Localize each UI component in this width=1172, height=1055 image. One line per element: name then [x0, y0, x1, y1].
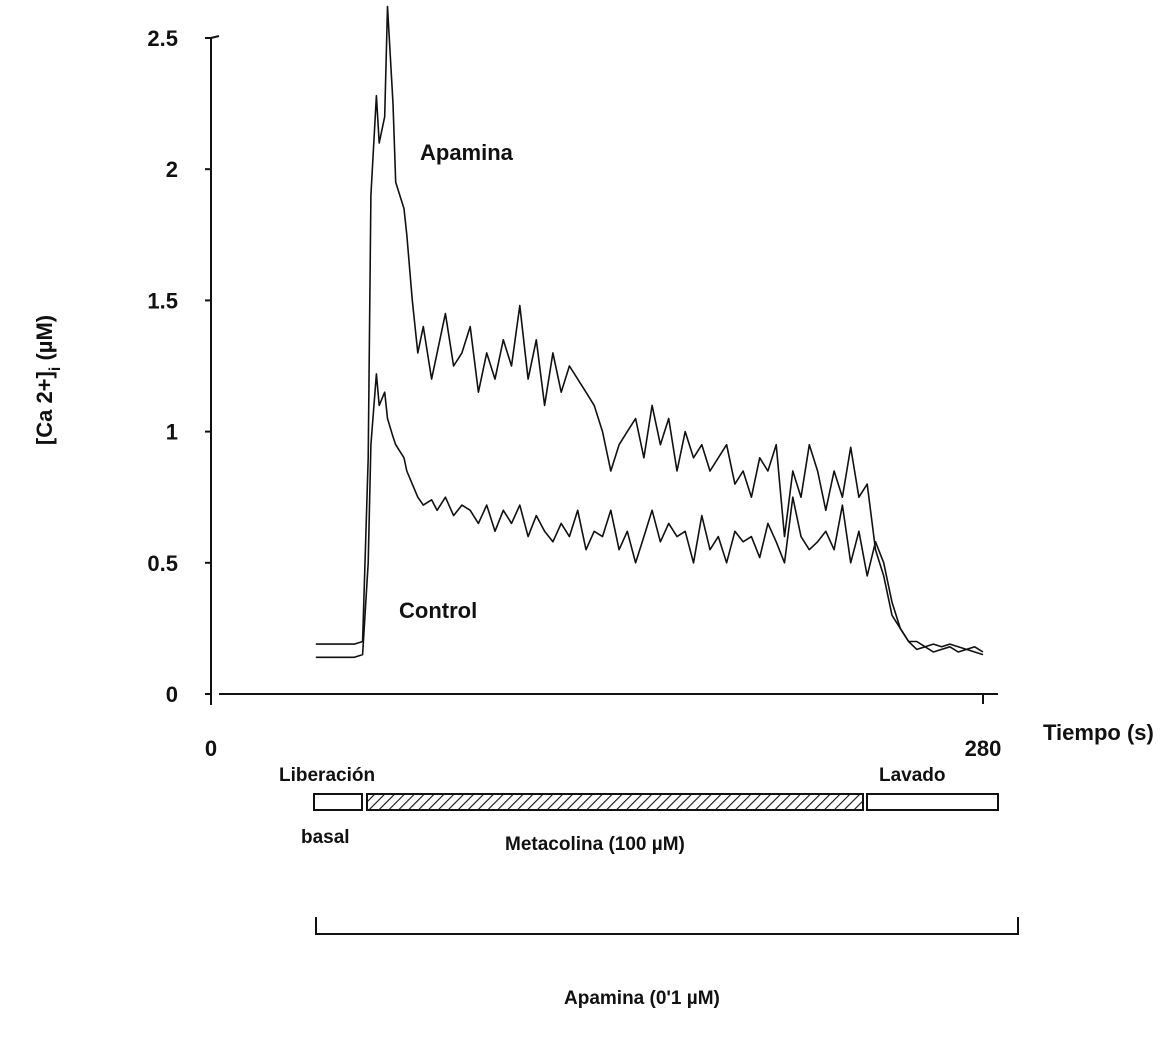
- series-line-apamina: [315, 5, 984, 653]
- y-axis-label-unit: (µM): [32, 315, 57, 361]
- annotation-apamina: Apamina: [420, 140, 514, 165]
- x-tick-label: 0: [205, 736, 217, 761]
- y-tick-label: 0: [166, 682, 178, 707]
- y-axis-label-sub: i: [47, 367, 64, 371]
- apamina-bracket-label: Apamina (0'1 µM): [564, 988, 720, 1009]
- y-tick-label: 1: [166, 420, 178, 445]
- y-axis-label-main: [Ca 2+]: [32, 371, 57, 445]
- y-ticks: 0 0.5 1 1.5 2 2.5: [147, 26, 211, 707]
- lavado-label: Lavado: [879, 765, 946, 786]
- apamina-bracket: [315, 917, 1019, 935]
- liberacion-label: Liberación: [279, 765, 375, 786]
- series-line-control: [315, 373, 984, 659]
- annotation-control: Control: [399, 598, 477, 623]
- x-tick-label: 280: [965, 736, 1002, 761]
- metacolina-label: Metacolina (100 µM): [505, 834, 685, 855]
- lavado-bar: [866, 793, 999, 811]
- metacolina-bar: [366, 793, 864, 811]
- basal-label: basal: [301, 827, 350, 848]
- y-axis-label: [Ca 2+]i (µM): [32, 315, 64, 445]
- y-tick-label: 0.5: [147, 551, 178, 576]
- x-axis-label: Tiempo (s): [1043, 720, 1154, 745]
- y-tick-label: 2.5: [147, 26, 178, 51]
- x-ticks: 0 280: [205, 736, 1001, 761]
- y-axis-top-cap: [210, 35, 220, 39]
- y-tick-label: 1.5: [147, 288, 178, 313]
- basal-bar: [313, 793, 363, 811]
- y-tick-label: 2: [166, 157, 178, 182]
- svg-text:[Ca 2+]i (µM): [Ca 2+]i (µM): [32, 315, 64, 445]
